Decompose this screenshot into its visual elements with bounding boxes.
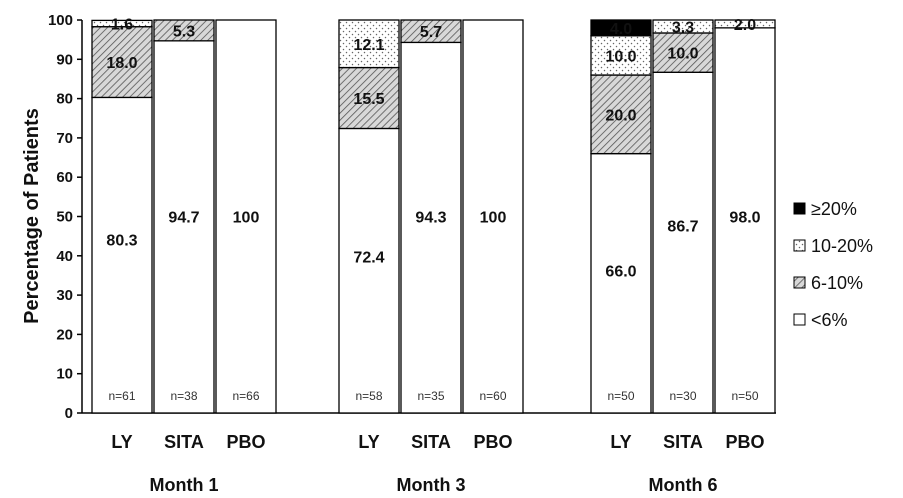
sample-size-label: n=58 (355, 389, 382, 403)
sample-size-label: n=66 (232, 389, 259, 403)
data-label: 5.7 (420, 24, 442, 41)
sample-size-label: n=61 (108, 389, 135, 403)
bar-segment (153, 19, 215, 42)
data-label: 1.6 (111, 17, 133, 34)
sample-size-label: n=35 (417, 389, 444, 403)
y-tick-label: 0 (65, 405, 73, 422)
data-label: 20.0 (605, 107, 636, 124)
y-tick-label: 80 (56, 91, 73, 108)
data-label: 12.1 (353, 37, 384, 54)
y-tick-label: 50 (56, 209, 73, 226)
x-category-label: LY (610, 432, 631, 452)
y-tick-label: 70 (56, 130, 73, 147)
x-category-label: PBO (473, 432, 512, 452)
bar-segment (400, 41, 462, 414)
y-axis-label: Percentage of Patients (21, 108, 43, 324)
sample-size-label: n=30 (669, 389, 696, 403)
data-label: 3.3 (672, 19, 694, 36)
data-label: 66.0 (605, 263, 636, 280)
y-tick-label: 20 (56, 326, 73, 343)
y-tick-label: 90 (56, 51, 73, 68)
y-tick-label: 10 (56, 366, 73, 383)
legend-label: <6% (811, 310, 848, 330)
bar-segment (91, 26, 153, 99)
legend-label: ≥20% (811, 199, 857, 219)
data-label: 72.4 (353, 250, 384, 267)
bar-segment (338, 19, 400, 69)
bar-segment (714, 27, 776, 414)
bar-segment (590, 19, 652, 37)
sample-size-label: n=60 (479, 389, 506, 403)
data-label: 100 (233, 210, 260, 227)
data-label: 80.3 (106, 232, 137, 249)
data-label: 100 (480, 210, 507, 227)
x-category-label: LY (358, 432, 379, 452)
data-label: 86.7 (667, 219, 698, 236)
legend-swatch (793, 202, 806, 215)
group-label: Month 1 (150, 475, 219, 495)
bar-segment (590, 74, 652, 155)
bar-segment (91, 19, 153, 28)
legend-swatch (793, 313, 806, 326)
legend-label: 6-10% (811, 273, 863, 293)
bar-segment (652, 19, 714, 34)
legend-swatch (793, 239, 806, 252)
bar-segment (462, 19, 524, 414)
bar-segment (590, 152, 652, 414)
group-label: Month 6 (649, 475, 718, 495)
data-label: 15.5 (353, 91, 384, 108)
sample-size-label: n=50 (731, 389, 758, 403)
data-label: 10.0 (605, 48, 636, 65)
data-label: 98.0 (729, 210, 760, 227)
y-tick-label: 40 (56, 248, 73, 265)
x-category-label: SITA (663, 432, 703, 452)
x-category-label: PBO (725, 432, 764, 452)
legend-swatch (793, 276, 806, 289)
x-category-label: SITA (164, 432, 204, 452)
bar-segment (714, 19, 776, 29)
data-label: 94.3 (415, 210, 446, 227)
data-label: 5.3 (173, 23, 195, 40)
sample-size-label: n=50 (607, 389, 634, 403)
bar-segment (338, 127, 400, 414)
bar-segment (153, 40, 215, 414)
x-category-label: LY (111, 432, 132, 452)
bar-segment (91, 96, 153, 414)
group-label: Month 3 (397, 475, 466, 495)
bar-segment (400, 19, 462, 44)
sample-size-label: n=38 (170, 389, 197, 403)
data-label: 94.7 (168, 210, 199, 227)
y-tick-label: 60 (56, 169, 73, 186)
legend-label: 10-20% (811, 236, 873, 256)
y-tick-label: 100 (48, 12, 73, 29)
bar-segment (652, 71, 714, 414)
data-label: 18.0 (106, 55, 137, 72)
x-category-label: PBO (226, 432, 265, 452)
bar-segment (215, 19, 277, 414)
y-tick-label: 30 (56, 287, 73, 304)
data-label: 4.0 (610, 21, 632, 38)
data-label: 10.0 (667, 46, 698, 63)
x-category-label: SITA (411, 432, 451, 452)
bar-segment (652, 32, 714, 73)
data-label: 2.0 (734, 17, 756, 34)
